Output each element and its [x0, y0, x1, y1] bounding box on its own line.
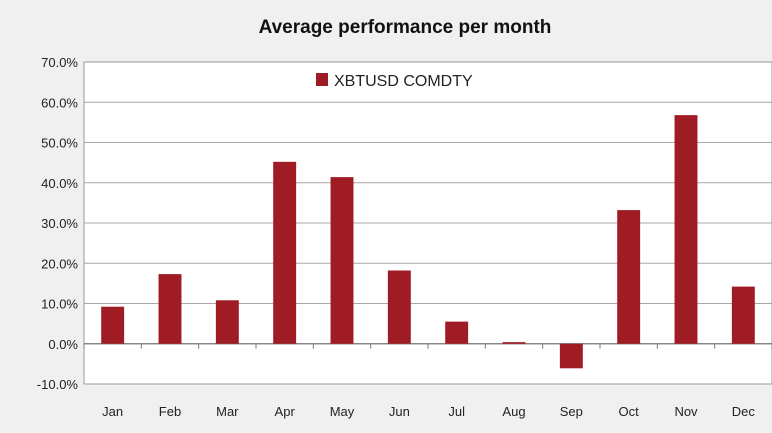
x-category-label: Nov [674, 404, 698, 419]
legend-label: XBTUSD COMDTY [334, 73, 473, 90]
y-tick-label: 60.0% [41, 95, 78, 110]
bar-jun [387, 270, 411, 344]
y-tick-label: 10.0% [41, 297, 78, 312]
y-tick-label: 30.0% [41, 216, 78, 231]
x-category-label: Mar [216, 404, 239, 419]
y-axis-ticks: -10.0% 0.0% 10.0% 20.0% 30.0% 40.0% 50.0% 60.0%… [37, 55, 79, 392]
bar-mar [215, 300, 239, 344]
y-tick-label: 70.0% [41, 55, 78, 70]
legend: XBTUSD COMDTY [316, 73, 473, 90]
x-category-label: May [330, 404, 355, 419]
chart-title: Average performance per month [259, 17, 552, 38]
y-tick-label: 50.0% [41, 136, 78, 151]
x-category-label: Apr [275, 404, 296, 419]
bars [101, 115, 755, 369]
x-category-label: Oct [619, 404, 640, 419]
x-category-label: Dec [732, 404, 756, 419]
bar-oct [617, 210, 641, 344]
zero-axis [83, 343, 772, 349]
bar-sep [559, 343, 583, 369]
bar-apr [273, 161, 297, 344]
x-category-label: Aug [502, 404, 525, 419]
bar-feb [158, 274, 182, 344]
y-tick-label: 20.0% [41, 256, 78, 271]
x-axis-categories: Jan Feb Mar Apr May Jun Jul Aug Sep Oct Nov Dec [102, 404, 755, 419]
x-category-label: Jun [389, 404, 410, 419]
bar-nov [674, 115, 698, 344]
bar-jul [445, 321, 469, 344]
y-tick-label: 0.0% [48, 337, 78, 352]
y-tick-label: 40.0% [41, 176, 78, 191]
bar-dec [731, 286, 755, 344]
legend-swatch [316, 73, 328, 86]
bar-aug [502, 342, 526, 344]
x-category-label: Feb [159, 404, 181, 419]
bar-jan [101, 306, 125, 344]
bar-may [330, 177, 354, 344]
x-category-label: Jan [102, 404, 123, 419]
x-category-label: Sep [560, 404, 583, 419]
y-tick-label: -10.0% [37, 377, 79, 392]
x-category-label: Jul [448, 404, 465, 419]
